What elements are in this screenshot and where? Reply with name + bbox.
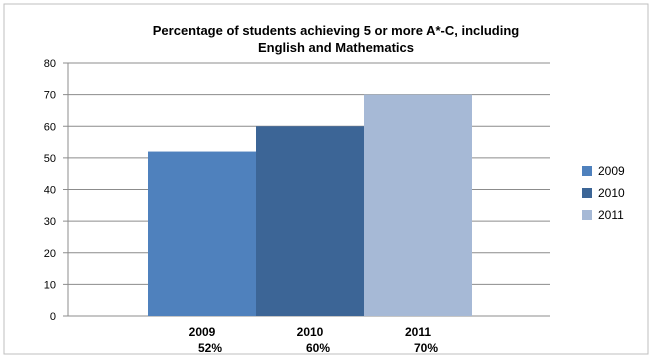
x-category-percent-2009: 52% — [198, 341, 222, 355]
bar-2010 — [256, 126, 364, 316]
y-tick-label-60: 60 — [44, 121, 56, 133]
chart-title-line-2: English and Mathematics — [258, 40, 414, 55]
x-category-percent-2010: 60% — [306, 341, 330, 355]
y-tick-label-80: 80 — [44, 58, 56, 70]
y-tick-label-30: 30 — [44, 216, 56, 228]
legend-swatch-2010 — [582, 188, 592, 198]
legend-label-2011: 2011 — [598, 208, 624, 222]
legend-label-2009: 2009 — [598, 164, 625, 178]
y-tick-label-40: 40 — [44, 185, 56, 197]
x-category-label-2009: 2009 — [189, 325, 216, 339]
legend-label-2010: 2010 — [598, 186, 625, 200]
legend-swatch-2009 — [582, 166, 592, 176]
y-axis-ticks: 0 10 20 30 40 50 60 70 80 — [44, 58, 69, 323]
x-category-label-2011: 2011 — [405, 325, 431, 339]
legend: 2009 2010 2011 — [582, 164, 625, 222]
y-tick-label-0: 0 — [50, 311, 56, 323]
y-tick-label-70: 70 — [44, 90, 56, 102]
x-axis-categories: 2009 52% 2010 60% 2011 70% — [189, 325, 439, 355]
x-category-percent-2011: 70% — [414, 341, 438, 355]
bars — [148, 94, 472, 316]
bar-2011 — [364, 94, 472, 316]
y-tick-label-10: 10 — [44, 279, 56, 291]
y-tick-label-20: 20 — [44, 248, 56, 260]
chart-title-line-1: Percentage of students achieving 5 or mo… — [153, 23, 520, 38]
x-category-label-2010: 2010 — [297, 325, 324, 339]
bar-2009 — [148, 151, 256, 316]
y-tick-label-50: 50 — [44, 153, 56, 165]
legend-swatch-2011 — [582, 210, 592, 220]
